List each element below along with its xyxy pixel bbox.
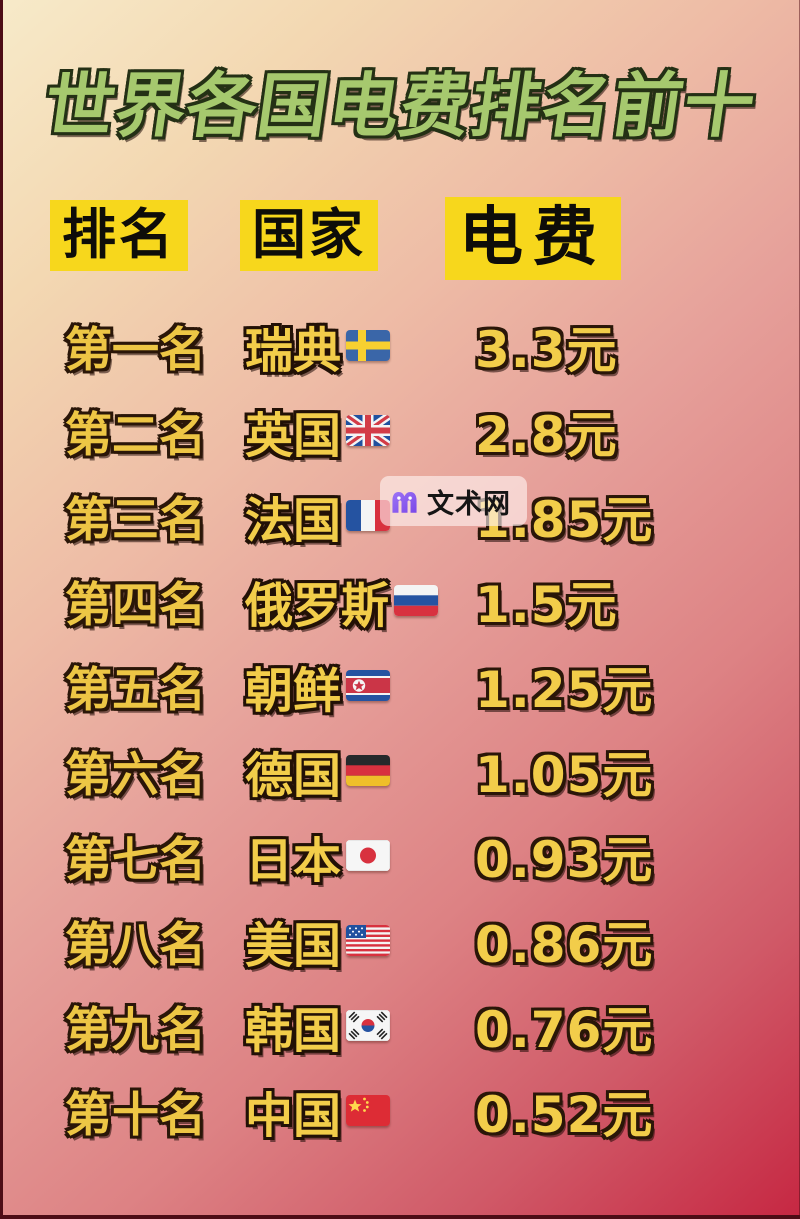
country-name: 韩国 <box>245 1002 342 1059</box>
country-cell: 美国 <box>245 906 475 976</box>
country-name: 德国 <box>245 747 342 804</box>
fee-cell: 0.93元 <box>475 830 654 889</box>
left-border <box>0 0 3 1219</box>
rank-cell: 第十名 <box>65 1088 206 1143</box>
country-cell: 德国 <box>245 736 475 806</box>
country-cell: 瑞典 <box>245 311 475 381</box>
table-row: 第七名 日本 0.93元 <box>0 813 800 898</box>
table-row: 第十名 中国 0.52元 <box>0 1068 800 1153</box>
country-name: 俄罗斯 <box>245 577 390 634</box>
country-cell: 日本 <box>245 821 475 891</box>
fee-cell: 0.52元 <box>475 1085 654 1144</box>
country-cell: 韩国 <box>245 991 475 1061</box>
rank-cell: 第一名 <box>65 323 206 378</box>
country-name: 英国 <box>245 407 342 464</box>
table-row: 第三名 法国 1.85元 <box>0 473 800 558</box>
country-name: 日本 <box>245 832 342 889</box>
rank-cell: 第五名 <box>65 663 206 718</box>
watermark: 文术网 <box>380 476 527 526</box>
country-cell: 俄罗斯 <box>245 566 475 636</box>
table-row: 第一名 瑞典 3.3元 <box>0 303 800 388</box>
rank-cell: 第三名 <box>65 493 206 548</box>
fee-cell: 2.8元 <box>475 405 618 464</box>
country-cell: 英国 <box>245 396 475 466</box>
fee-cell: 3.3元 <box>475 320 618 379</box>
page-title: 世界各国电费排名前十 <box>39 65 761 147</box>
rank-cell: 第八名 <box>65 918 206 973</box>
china-flag-icon <box>346 1095 391 1126</box>
table-row: 第五名 朝鲜 1.25元 <box>0 643 800 728</box>
rank-cell: 第六名 <box>65 748 206 803</box>
rank-cell: 第九名 <box>65 1003 206 1058</box>
germany-flag-icon <box>346 755 391 786</box>
header-country: 国家 <box>240 200 378 271</box>
m-logo-icon <box>389 488 420 515</box>
table-row: 第四名 俄罗斯 1.5元 <box>0 558 800 643</box>
country-cell: 朝鲜 <box>245 651 475 721</box>
country-name: 美国 <box>245 917 342 974</box>
fee-cell: 1.25元 <box>475 660 654 719</box>
rank-cell: 第七名 <box>65 833 206 888</box>
sweden-flag-icon <box>346 330 391 361</box>
country-name: 中国 <box>245 1087 342 1144</box>
header-fee: 电费 <box>445 197 621 281</box>
fee-cell: 1.5元 <box>475 575 618 634</box>
fee-cell: 1.05元 <box>475 745 654 804</box>
table-row: 第二名 英国 2.8元 <box>0 388 800 473</box>
country-name: 朝鲜 <box>245 662 342 719</box>
fee-cell: 0.76元 <box>475 1000 654 1059</box>
bottom-border <box>0 1215 800 1219</box>
uk-flag-icon <box>346 415 391 446</box>
rank-cell: 第二名 <box>65 408 206 463</box>
north-korea-flag-icon <box>346 670 391 701</box>
fee-cell: 0.86元 <box>475 915 654 974</box>
country-cell: 中国 <box>245 1076 475 1146</box>
table-row: 第九名 韩国 0.76元 <box>0 983 800 1068</box>
russia-flag-icon <box>394 585 439 616</box>
table-row: 第六名 德国 1.05元 <box>0 728 800 813</box>
south-korea-flag-icon <box>346 1010 391 1041</box>
rank-cell: 第四名 <box>65 578 206 633</box>
table-row: 第八名 美国 0.86元 <box>0 898 800 983</box>
japan-flag-icon <box>346 840 391 871</box>
watermark-text: 文术网 <box>427 488 511 520</box>
header-rank: 排名 <box>50 200 188 271</box>
usa-flag-icon <box>346 925 391 956</box>
country-name: 法国 <box>245 492 342 549</box>
country-name: 瑞典 <box>245 322 342 379</box>
table-rows: 第一名 瑞典 3.3元 第二名 英国 2.8元 第三名 法国 1.85元 第四名… <box>0 303 800 1153</box>
